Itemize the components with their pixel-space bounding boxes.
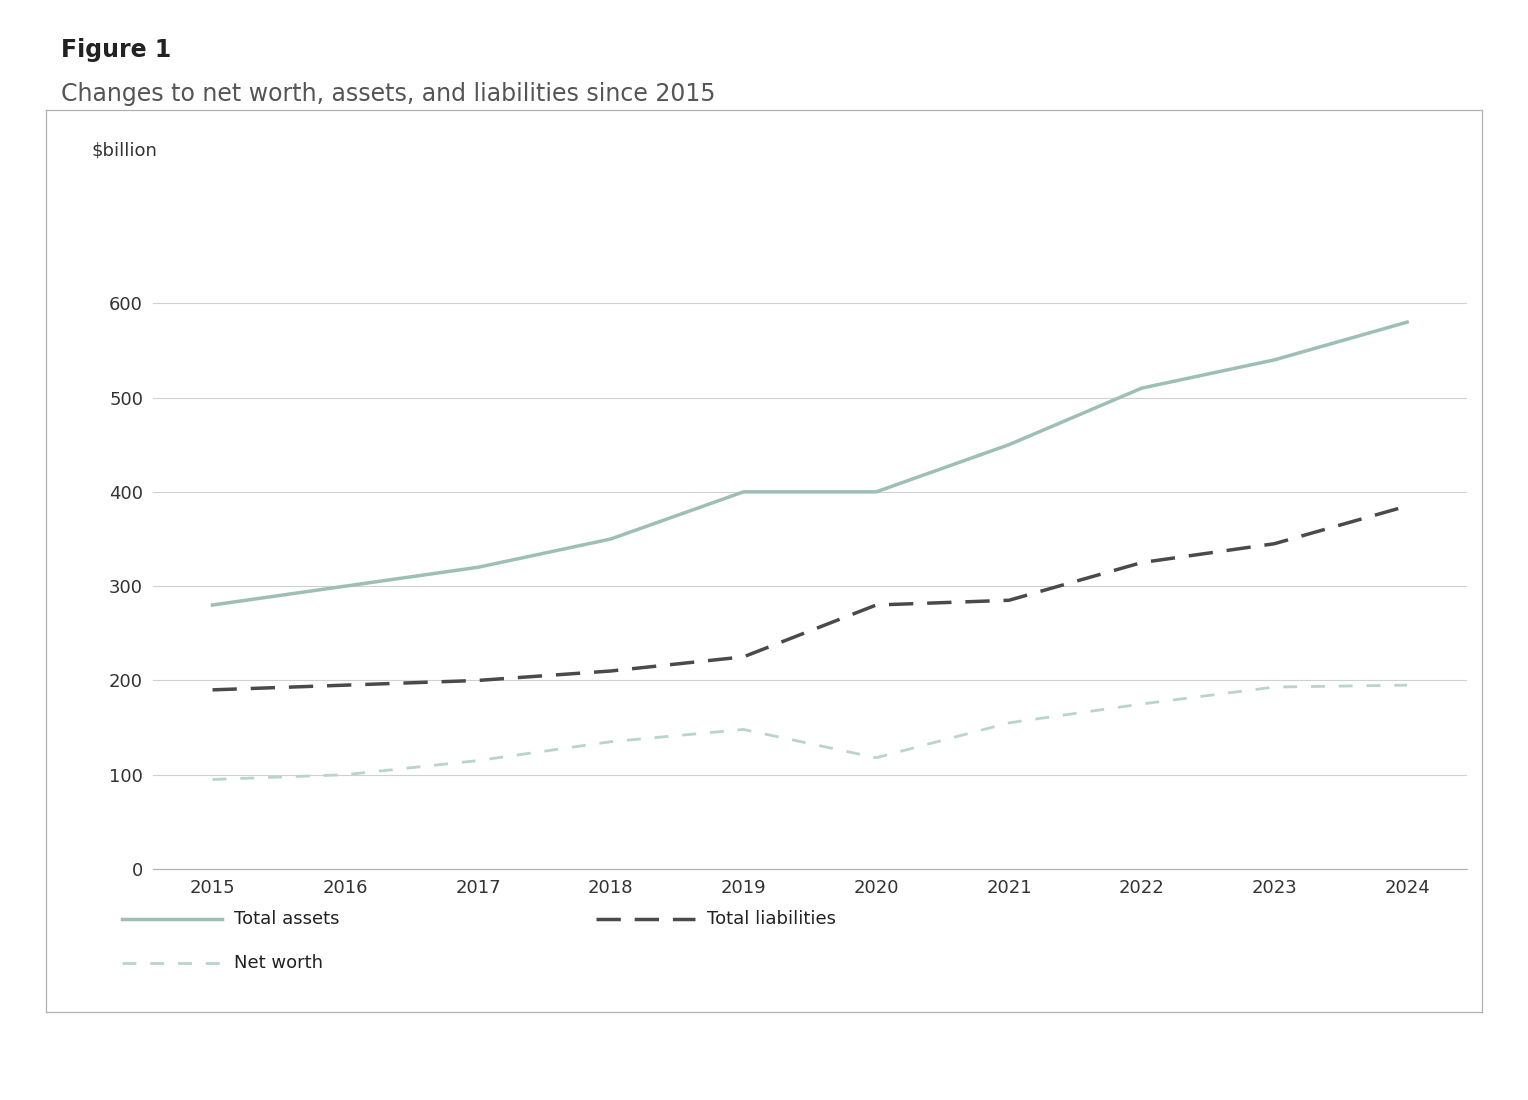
Text: Figure 1: Figure 1 — [61, 39, 171, 63]
Text: $billion: $billion — [92, 142, 157, 160]
Text: Changes to net worth, assets, and liabilities since 2015: Changes to net worth, assets, and liabil… — [61, 82, 715, 107]
Text: Total liabilities: Total liabilities — [707, 910, 836, 927]
Text: Net worth: Net worth — [234, 954, 322, 971]
Text: Total assets: Total assets — [234, 910, 339, 927]
